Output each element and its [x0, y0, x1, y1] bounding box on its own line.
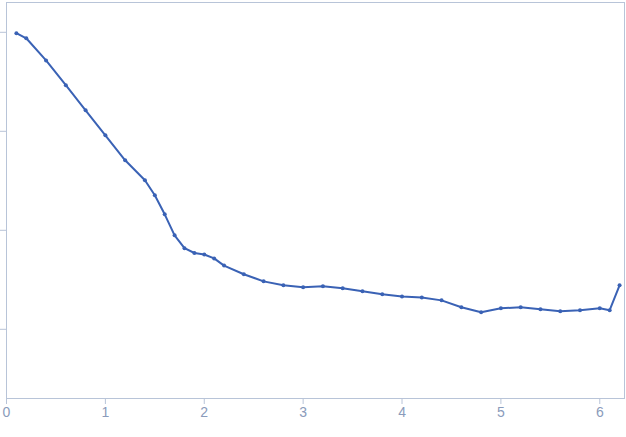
svg-text:2: 2: [200, 404, 208, 420]
svg-text:4: 4: [398, 404, 406, 420]
svg-text:0: 0: [3, 404, 11, 420]
svg-text:6: 6: [596, 404, 604, 420]
svg-text:1: 1: [101, 404, 109, 420]
svg-text:3: 3: [299, 404, 307, 420]
svg-text:5: 5: [497, 404, 505, 420]
